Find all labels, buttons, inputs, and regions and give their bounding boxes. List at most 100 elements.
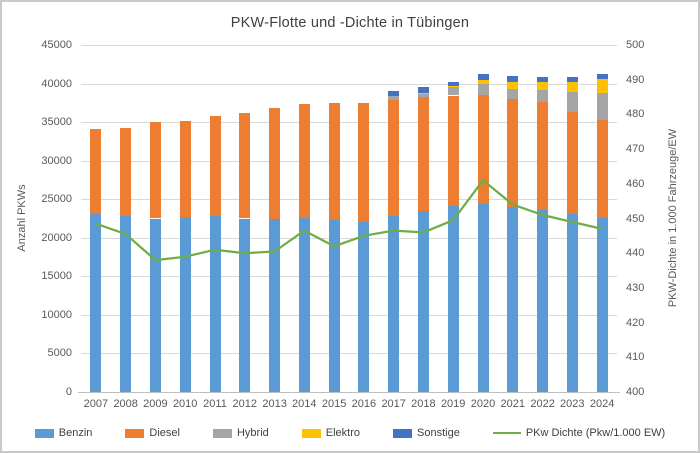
legend-swatch-hybrid (212, 428, 232, 438)
x-tick-label: 2011 (203, 398, 227, 410)
bar-segment-diesel (566, 111, 578, 215)
bar-segment-benzin (447, 206, 459, 392)
y-tick-label-left: 45000 (41, 39, 72, 51)
bar-segment-diesel (209, 115, 221, 217)
bar-segment-elektro (447, 86, 459, 88)
y-tick-label-left: 35000 (41, 116, 72, 128)
x-tick-label: 2016 (351, 398, 377, 410)
bar-segment-diesel (90, 129, 102, 214)
bar-segment-benzin (477, 203, 489, 392)
x-tick-label: 2018 (411, 398, 436, 410)
bar-segment-benzin (209, 216, 221, 392)
gridline (81, 276, 617, 277)
legend: Benzin Diesel Hybrid Elektro Sonstige PKw Dic… (2, 424, 698, 442)
bar-segment-sonstige (388, 91, 400, 97)
legend-item-benzin: Benzin (34, 427, 93, 439)
y-tick-label-left: 5000 (47, 347, 72, 359)
legend-swatch-elektro (301, 428, 321, 438)
y-tick-label-left: 10000 (41, 309, 72, 321)
bar-segment-elektro (477, 80, 489, 85)
y-tick-label-left: 40000 (41, 78, 72, 90)
bar-segment-diesel (179, 120, 191, 217)
legend-item-sonstige: Sonstige (393, 427, 460, 439)
legend-item-diesel: Diesel (125, 427, 180, 439)
bar-segment-sonstige (477, 74, 489, 81)
x-tick-label: 2012 (232, 398, 258, 410)
bar-segment-benzin (179, 217, 191, 392)
y-tick-label-right: 420 (626, 317, 645, 329)
legend-item-density-line: PKw Dichte (Pkw/1.000 EW) (492, 427, 666, 439)
bar-segment-sonstige (566, 76, 578, 82)
y-tick-label-right: 400 (626, 386, 645, 398)
legend-swatch-sonstige (393, 428, 413, 438)
x-tick-label: 2020 (470, 398, 496, 410)
y-tick-label-left: 0 (65, 386, 72, 398)
chart-title: PKW-Flotte und -Dichte in Tübingen (230, 15, 470, 31)
bar-segment-benzin (537, 210, 549, 392)
bar-segment-hybrid (596, 92, 608, 121)
x-tick-label: 2015 (321, 398, 347, 410)
y-tick-label-right: 500 (626, 39, 645, 51)
x-axis-line (78, 392, 620, 393)
y-tick-label-left: 15000 (41, 270, 72, 282)
bar-segment-diesel (596, 120, 608, 218)
bar-segment-benzin (358, 222, 370, 392)
bar-segment-elektro (417, 92, 429, 94)
bar-segment-benzin (239, 218, 251, 392)
bar-segment-diesel (447, 95, 459, 207)
density-line (95, 179, 603, 262)
bar-segment-benzin (417, 210, 429, 392)
x-tick-label: 2008 (113, 398, 138, 410)
y-tick-label-right: 460 (626, 178, 645, 190)
y-tick-label-right: 430 (626, 282, 645, 294)
bar-segment-sonstige (596, 73, 608, 80)
bar-segment-diesel (417, 97, 429, 211)
bar-segment-diesel (358, 103, 370, 223)
x-tick-label: 2021 (500, 398, 526, 410)
x-tick-label: 2023 (560, 398, 585, 410)
legend-item-hybrid: Hybrid (212, 427, 269, 439)
bar-segment-benzin (90, 213, 102, 392)
x-tick-label: 2010 (172, 398, 198, 410)
legend-label: Diesel (149, 427, 180, 439)
bar-segment-diesel (388, 100, 400, 217)
y-tick-label-right: 410 (626, 351, 645, 363)
x-tick-label: 2024 (589, 398, 615, 410)
bar-segment-elektro (596, 79, 608, 93)
bar-segment-benzin (596, 217, 608, 392)
bar-segment-hybrid (417, 93, 429, 98)
gridline (81, 122, 617, 123)
y-tick-label-right: 440 (626, 247, 645, 259)
gridline (81, 45, 617, 46)
bar-segment-hybrid (507, 88, 519, 99)
legend-label: PKw Dichte (Pkw/1.000 EW) (525, 427, 666, 439)
x-tick-label: 2009 (143, 398, 168, 410)
bar-segment-diesel (537, 102, 549, 211)
bar-segment-diesel (239, 112, 251, 219)
gridline (81, 353, 617, 354)
bar-segment-hybrid (447, 87, 459, 96)
bar-segment-elektro (537, 82, 549, 91)
bar-segment-diesel (269, 108, 281, 220)
bar-segment-benzin (507, 206, 519, 392)
legend-line-swatch (492, 431, 521, 435)
x-tick-label: 2019 (440, 398, 466, 410)
bar-segment-benzin (269, 219, 281, 392)
y-tick-label-left: 25000 (41, 193, 72, 205)
x-tick-label: 2013 (262, 398, 287, 410)
bar-segment-elektro (566, 81, 578, 92)
bar-segment-benzin (566, 214, 578, 392)
bar-segment-benzin (388, 216, 400, 392)
gridline (81, 84, 617, 85)
bar-segment-diesel (507, 99, 519, 207)
bar-segment-sonstige (537, 77, 549, 83)
x-tick-label: 2017 (381, 398, 406, 410)
legend-label: Hybrid (236, 427, 269, 439)
bar-segment-benzin (120, 215, 132, 392)
legend-label: Benzin (58, 427, 93, 439)
bar-segment-benzin (298, 217, 310, 392)
gridline (81, 161, 617, 162)
x-tick-label: 2014 (292, 398, 317, 410)
